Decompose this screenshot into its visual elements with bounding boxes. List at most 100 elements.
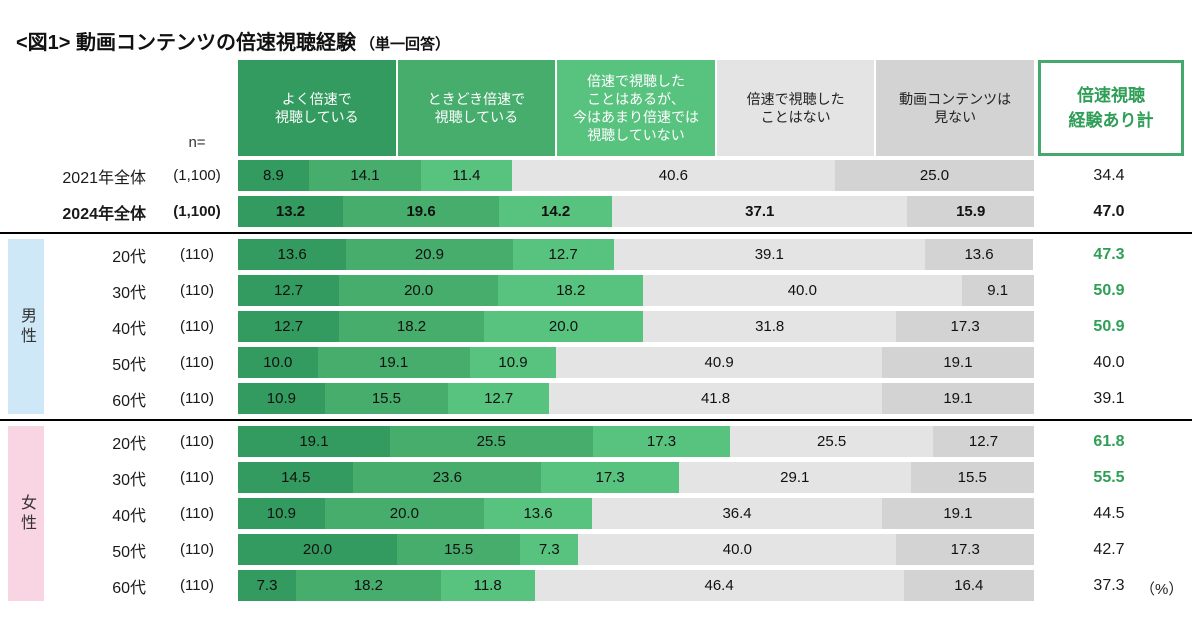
bar-segment: 23.6	[353, 462, 542, 493]
bar-segment: 10.9	[469, 347, 557, 378]
chart-row: 50代 (110) 20.0 15.5 7.3 40.0 17.3 42.7	[8, 534, 1192, 565]
bar-segment: 31.8	[643, 311, 897, 342]
legend-headers: よく倍速で 視聴している ときどき倍速で 視聴している 倍速で視聴した ことはあるが…	[238, 60, 1034, 156]
chart-row: 20代 (110) 19.1 25.5 17.3 25.5 12.7 61.8	[8, 426, 1192, 457]
bar-segment: 16.4	[903, 570, 1034, 601]
row-n: (110)	[180, 541, 214, 558]
row-total: 55.5	[1093, 468, 1125, 486]
bar-segment: 17.3	[592, 426, 731, 457]
row-n: (1,100)	[173, 203, 221, 220]
bar-segment: 15.9	[907, 196, 1034, 227]
group-label-male: 男性	[8, 239, 44, 414]
gender-spacer	[8, 383, 44, 414]
row-label: 40代	[112, 507, 146, 525]
legend-category-1: ときどき倍速で 視聴している	[397, 60, 556, 156]
bar-segment: 37.1	[612, 196, 908, 227]
bar-segment: 19.1	[881, 347, 1034, 378]
bar-segment: 14.2	[499, 196, 613, 227]
total-column-header: 倍速視聴 経験あり計	[1038, 60, 1184, 156]
bar-segment: 39.1	[613, 239, 925, 270]
bar-segment: 41.8	[549, 383, 882, 414]
bar-segment: 18.2	[339, 311, 484, 342]
bar-segment: 20.0	[483, 311, 644, 342]
row-bars: 13.6 20.9 12.7 39.1 13.6	[238, 239, 1034, 270]
bar-segment: 40.0	[578, 534, 897, 565]
row-label: 30代	[112, 284, 146, 302]
row-n: (110)	[180, 469, 214, 486]
chart-title-main: <図1> 動画コンテンツの倍速視聴経験	[16, 32, 357, 54]
group-label-female: 女性	[8, 426, 44, 601]
row-n: (110)	[180, 246, 214, 263]
row-label: 20代	[112, 248, 146, 266]
bar-segment: 19.1	[881, 383, 1034, 414]
bar-segment: 10.9	[238, 383, 325, 414]
bar-segment: 12.7	[238, 275, 340, 306]
row-total: 39.1	[1093, 389, 1125, 407]
bar-segment: 25.5	[389, 426, 593, 457]
bar-segment: 19.6	[343, 196, 500, 227]
gender-spacer	[8, 160, 44, 191]
bar-segment: 20.0	[324, 498, 484, 529]
chart-row: 60代 (110) 10.9 15.5 12.7 41.8 19.1 39.1	[8, 383, 1192, 414]
row-label: 2024年全体	[62, 205, 146, 223]
bar-segment: 10.0	[238, 347, 318, 378]
bar-segment: 13.6	[924, 239, 1034, 270]
bar-segment: 8.9	[238, 160, 309, 191]
row-n: (110)	[180, 433, 214, 450]
bar-segment: 25.0	[834, 160, 1034, 191]
bar-segment: 15.5	[324, 383, 449, 414]
row-total: 40.0	[1093, 353, 1125, 371]
legend-category-2: 倍速で視聴した ことはあるが、 今はあまり倍速では 視聴していない	[557, 60, 715, 156]
bar-segment: 17.3	[896, 534, 1035, 565]
row-bars: 8.9 14.1 11.4 40.6 25.0	[238, 160, 1034, 191]
bar-segment: 20.0	[339, 275, 499, 306]
row-total: 50.9	[1093, 317, 1125, 335]
row-n: (110)	[180, 390, 214, 407]
chart-row: 40代 (110) 10.9 20.0 13.6 36.4 19.1 44.5	[8, 498, 1192, 529]
bar-segment: 40.6	[511, 160, 835, 191]
row-label: 20代	[112, 435, 146, 453]
row-bars: 10.0 19.1 10.9 40.9 19.1	[238, 347, 1034, 378]
bar-segment: 17.3	[896, 311, 1034, 342]
bar-segment: 25.5	[730, 426, 934, 457]
row-label: 50代	[112, 356, 146, 374]
row-label: 40代	[112, 320, 146, 338]
row-bars: 12.7 18.2 20.0 31.8 17.3	[238, 311, 1034, 342]
chart-row: 2024年全体 (1,100) 13.2 19.6 14.2 37.1 15.9 47.0	[8, 196, 1192, 227]
gender-spacer	[8, 462, 44, 493]
bar-segment: 46.4	[534, 570, 904, 601]
legend-category-3: 倍速で視聴した ことはない	[716, 60, 875, 156]
row-total: 61.8	[1093, 432, 1125, 450]
row-bars: 19.1 25.5 17.3 25.5 12.7	[238, 426, 1035, 457]
row-total: 37.3	[1093, 576, 1125, 594]
row-n: (110)	[180, 505, 214, 522]
bar-segment: 12.7	[512, 239, 614, 270]
bar-segment: 18.2	[498, 275, 644, 306]
percent-unit-note: （%）	[1140, 581, 1184, 598]
bar-segment: 40.9	[556, 347, 882, 378]
bar-segment: 10.9	[238, 498, 325, 529]
bar-segment: 40.0	[643, 275, 962, 306]
bar-segment: 20.9	[346, 239, 513, 270]
row-label: 30代	[112, 471, 146, 489]
legend-category-4: 動画コンテンツは 見ない	[876, 60, 1034, 156]
bar-segment: 18.2	[296, 570, 441, 601]
row-label: 60代	[112, 392, 146, 410]
gender-spacer	[8, 534, 44, 565]
row-bars: 20.0 15.5 7.3 40.0 17.3	[238, 534, 1035, 565]
row-n: (1,100)	[173, 167, 221, 184]
row-bars: 10.9 15.5 12.7 41.8 19.1	[238, 383, 1034, 414]
row-total: 50.9	[1093, 281, 1125, 299]
bar-segment: 14.1	[308, 160, 422, 191]
bar-segment: 15.5	[910, 462, 1034, 493]
bar-segment: 7.3	[520, 534, 579, 565]
chart-row: 2021年全体 (1,100) 8.9 14.1 11.4 40.6 25.0 34.4	[8, 160, 1192, 191]
gender-spacer	[8, 498, 44, 529]
chart-row: 50代 (110) 10.0 19.1 10.9 40.9 19.1 40.0	[8, 347, 1192, 378]
row-label: 2021年全体	[62, 169, 146, 187]
row-bars: 7.3 18.2 11.8 46.4 16.4	[238, 570, 1034, 601]
chart-row: 40代 (110) 12.7 18.2 20.0 31.8 17.3 50.9	[8, 311, 1192, 342]
bar-segment: 20.0	[238, 534, 398, 565]
bar-segment: 29.1	[678, 462, 911, 493]
row-total: 47.0	[1093, 202, 1125, 220]
